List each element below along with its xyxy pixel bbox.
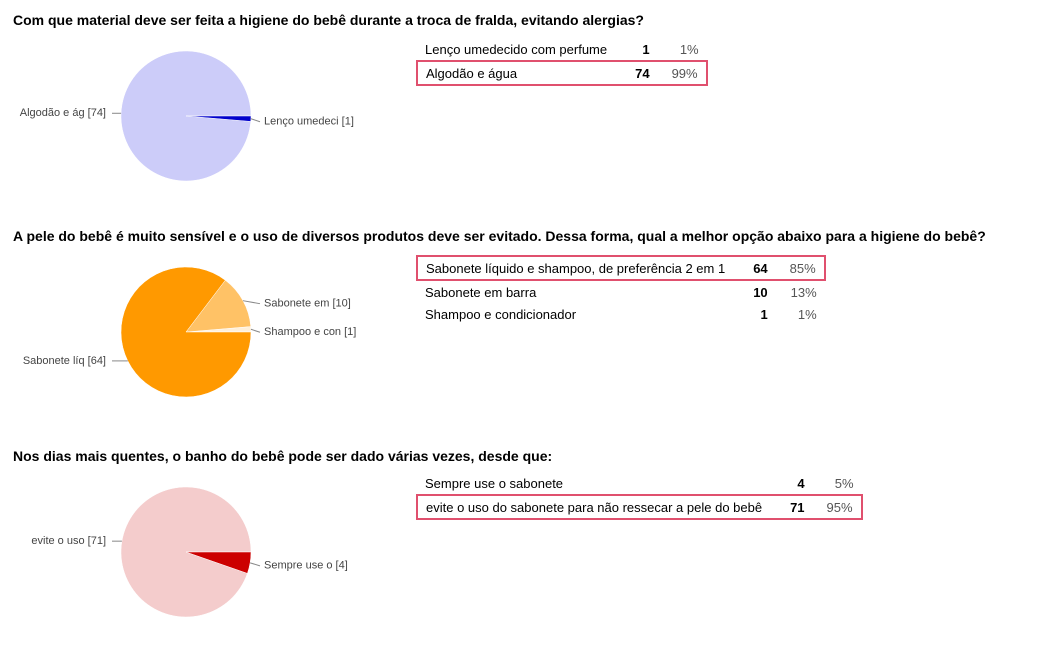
slice-label: Shampoo e con [1] — [264, 326, 356, 338]
pie-slice — [185, 115, 252, 122]
option-label: Sabonete em barra — [425, 284, 537, 300]
option-count: 1 — [760, 306, 768, 322]
option-label: Algodão e água — [415, 60, 616, 86]
option-share: 5% — [834, 475, 854, 491]
result-row: Algodão e água 74 99% — [415, 60, 708, 86]
option-count: 71 — [770, 494, 813, 520]
pie-chart: Shampoo e con [1] Sabonete em [10] Sabonet… — [23, 266, 356, 398]
slice-label: Lenço umedeci [1] — [264, 116, 354, 128]
pie-slice — [185, 551, 252, 574]
result-row: Shampoo e condicionador 1 1% — [417, 303, 825, 325]
leader-line — [249, 562, 261, 567]
option-share: 13% — [790, 284, 817, 300]
leader-line — [250, 118, 261, 123]
option-count: 1 — [642, 41, 650, 57]
result-row: Sabonete líquido e shampoo, de preferênc… — [415, 255, 826, 281]
page: {"chart_data": [ {"type": "pie", "title"… — [13, 12, 986, 617]
result-row: evite o uso do sabonete para não resseca… — [415, 494, 863, 520]
option-count: 74 — [615, 60, 658, 86]
option-share: 99% — [657, 60, 708, 86]
result-row: Sempre use o sabonete 4 5% — [417, 472, 862, 495]
option-share: 1% — [797, 306, 817, 322]
option-count: 4 — [797, 475, 805, 491]
pie-chart: Algodão e ág [74] Lenço umedeci [1] — [20, 50, 354, 182]
slice-label: Sempre use o [4] — [264, 560, 348, 572]
option-label: Sempre use o sabonete — [425, 475, 564, 491]
question-title: Nos dias mais quentes, o banho do bebê p… — [13, 448, 553, 464]
option-count: 10 — [753, 284, 768, 300]
pie-chart: evite o uso [71] Sempre use o [4] — [31, 486, 348, 618]
slice-label: Sabonete em [10] — [264, 298, 351, 310]
result-row: Lenço umedecido com perfume 1 1% — [417, 38, 707, 61]
slice-label: evite o uso [71] — [31, 535, 106, 547]
pie-slice — [185, 279, 252, 333]
option-label: Shampoo e condicionador — [425, 306, 577, 322]
results-table: Sempre use o sabonete 4 5% evite o uso do s… — [415, 472, 863, 520]
slice-label: Algodão e ág [74] — [20, 107, 106, 119]
question-title: A pele do bebê é muito sensível e o uso … — [13, 228, 986, 244]
leader-line — [242, 300, 261, 305]
option-label: evite o uso do sabonete para não resseca… — [415, 494, 771, 520]
slice-label: Sabonete líq [64] — [23, 355, 106, 367]
option-share: 1% — [679, 41, 699, 57]
option-share: 95% — [812, 494, 863, 520]
results-table: Lenço umedecido com perfume 1 1% Algodão e … — [415, 38, 708, 86]
option-label: Sabonete líquido e shampoo, de preferênc… — [415, 255, 734, 281]
question-title: Com que material deve ser feita a higien… — [13, 12, 644, 28]
leader-line — [250, 328, 261, 333]
option-label: Lenço umedecido com perfume — [425, 41, 608, 57]
result-row: Sabonete em barra 10 13% — [417, 280, 825, 303]
option-count: 64 — [733, 255, 776, 281]
option-share: 85% — [775, 255, 826, 281]
results-table: Sabonete líquido e shampoo, de preferênc… — [415, 255, 826, 325]
